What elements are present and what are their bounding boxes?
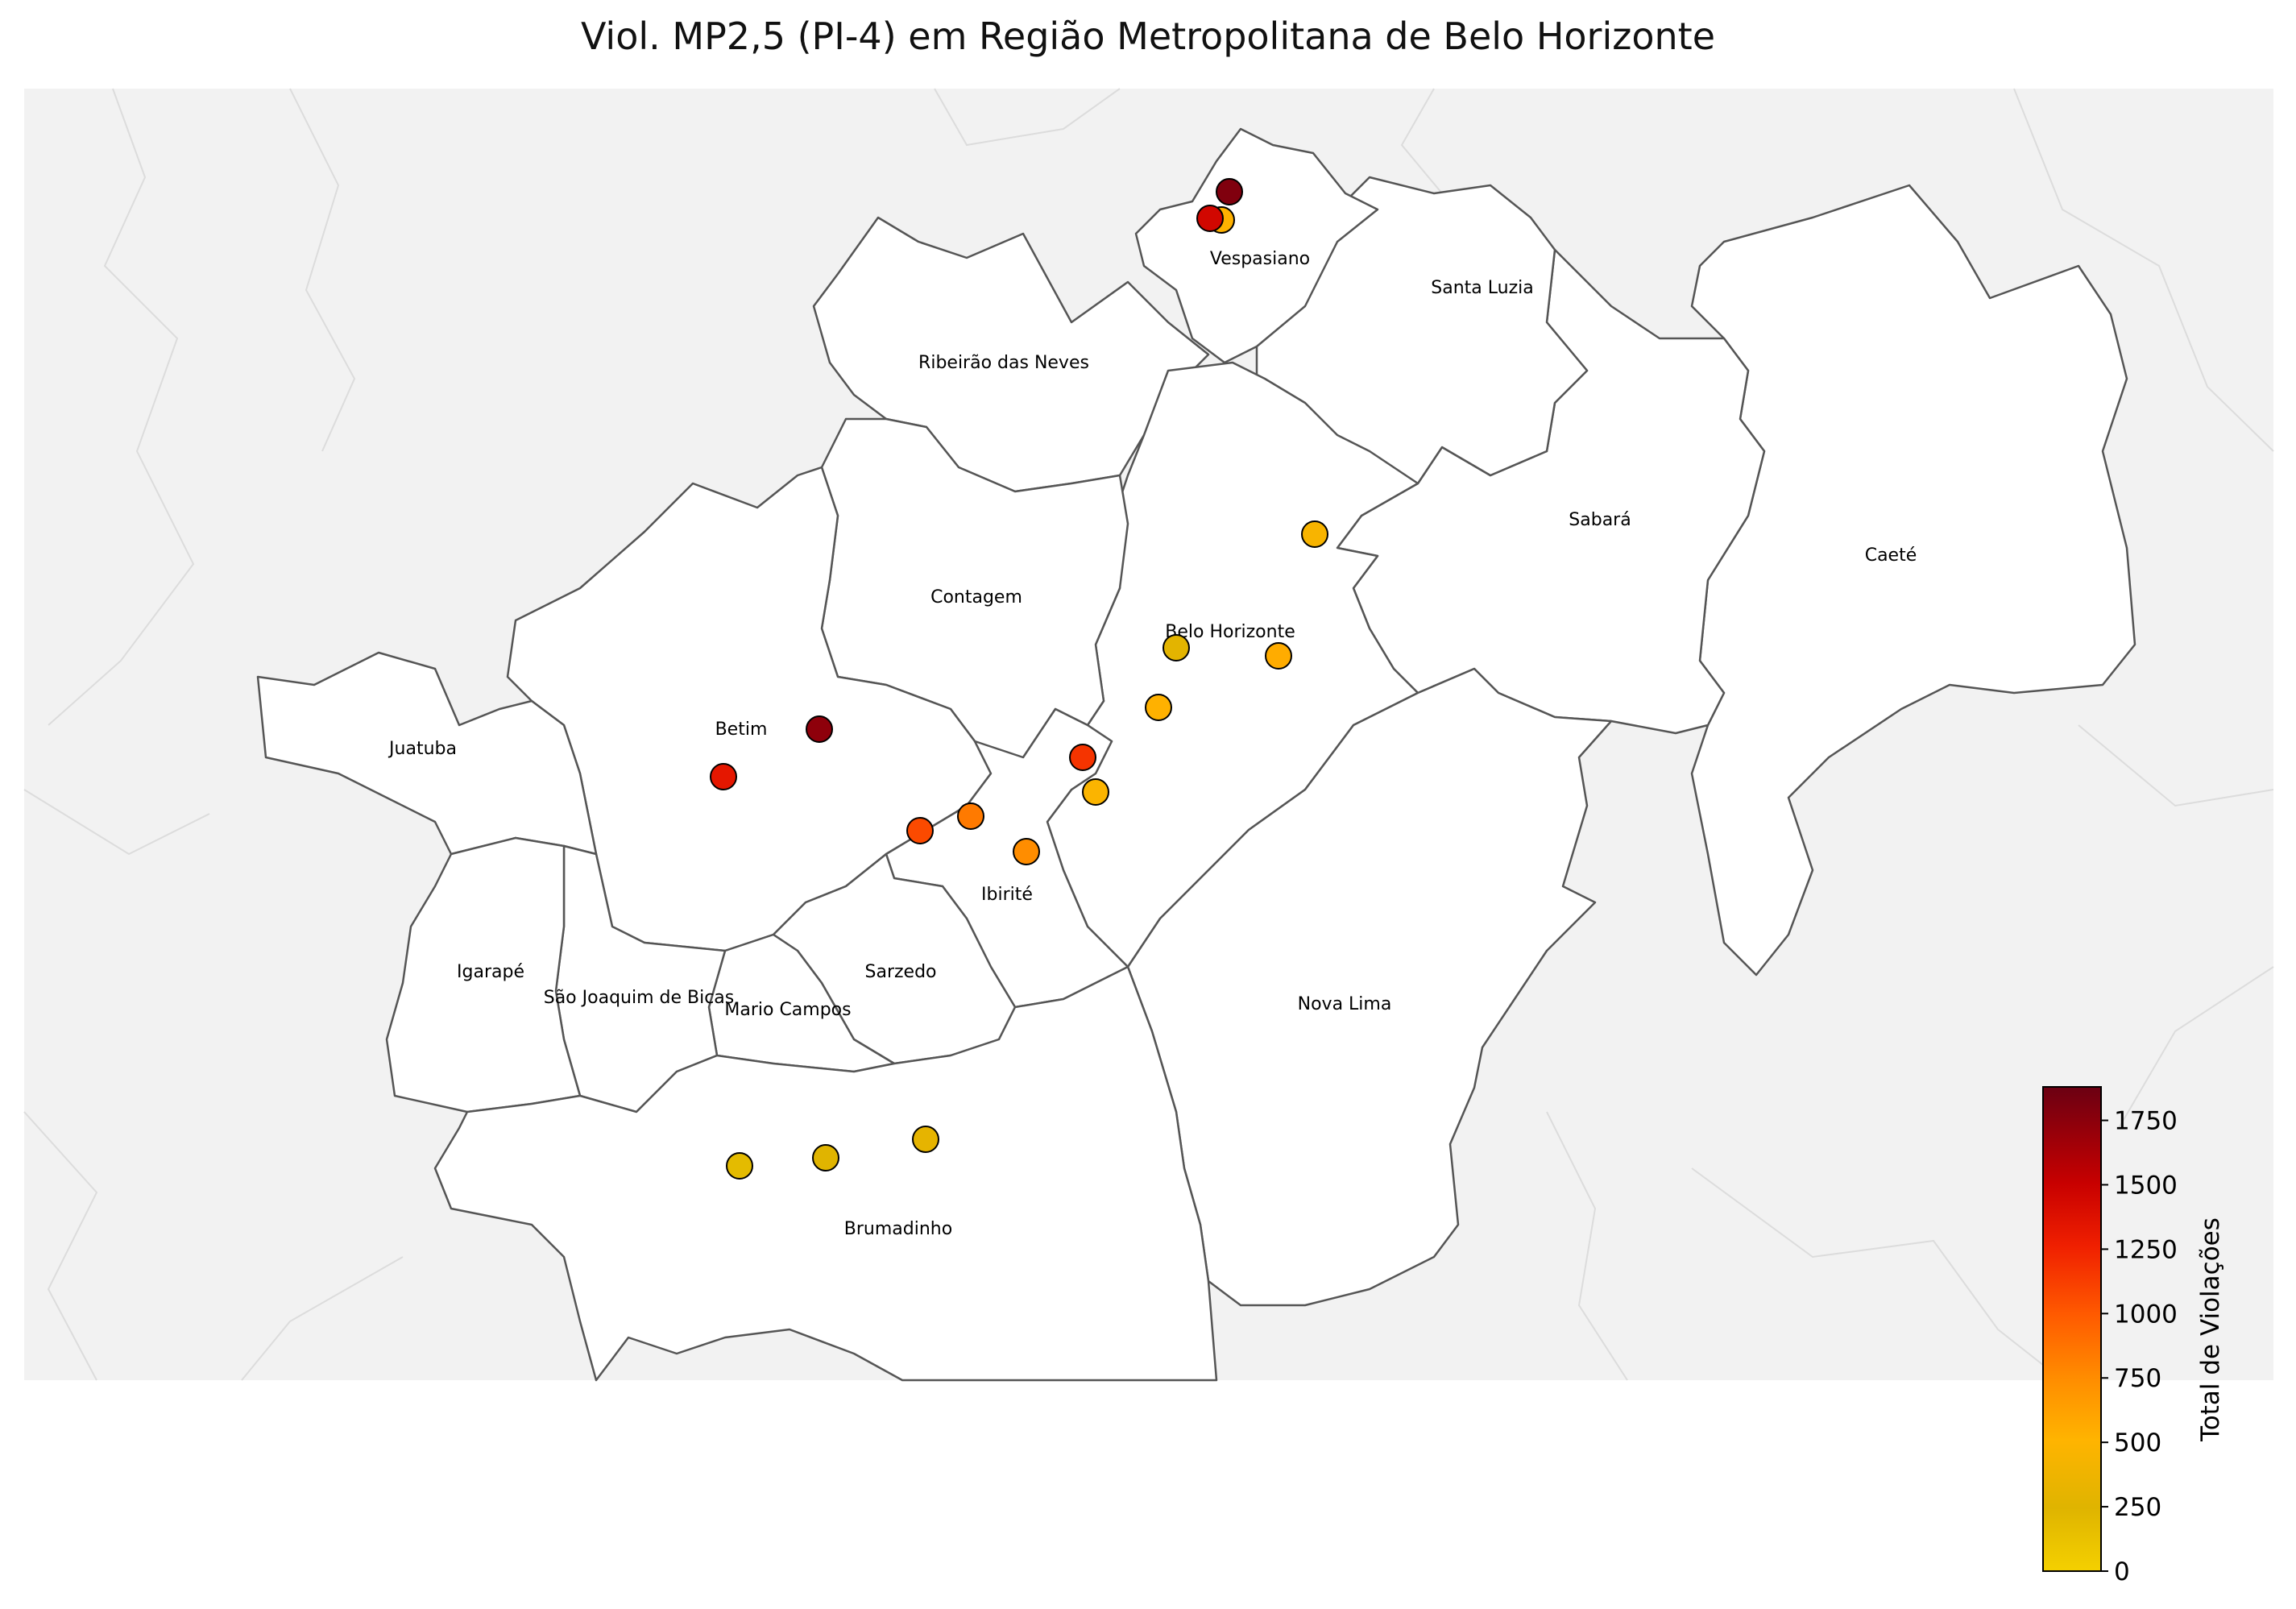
station-marker <box>1013 838 1040 865</box>
municipality-santa-luzia <box>1255 176 1589 485</box>
colorbar-tick-label: 1000 <box>2114 1300 2178 1329</box>
label-santa-luzia: Santa Luzia <box>1431 278 1533 298</box>
colorbar-gradient <box>2042 1086 2102 1572</box>
station-marker <box>1301 520 1328 548</box>
station-marker <box>1265 642 1292 670</box>
station-marker <box>957 802 984 830</box>
municipality-brumadinho <box>433 965 1218 1382</box>
label-betim: Betim <box>715 719 768 740</box>
station-marker <box>812 1144 839 1172</box>
label-brumadinho: Brumadinho <box>844 1219 952 1239</box>
label-ribeirao: Ribeirão das Neves <box>918 353 1089 373</box>
station-marker <box>1145 694 1172 721</box>
colorbar-tick-label: 750 <box>2114 1364 2161 1393</box>
colorbar-title: Total de Violações <box>2196 1217 2225 1442</box>
label-bh: Belo Horizonte <box>1165 622 1295 642</box>
label-mario-campos: Mario Campos <box>724 1000 851 1020</box>
station-marker <box>1216 178 1243 205</box>
station-marker <box>806 715 833 743</box>
label-vespasiano: Vespasiano <box>1210 249 1310 269</box>
station-marker <box>1069 744 1096 771</box>
colorbar: 0 250 500 750 1000 1250 1500 1750 Total de Viol… <box>2042 1086 2225 1586</box>
station-marker <box>1196 205 1224 232</box>
municipality-juatuba <box>256 651 598 856</box>
municipality-polygons <box>256 127 2136 1382</box>
label-sarzedo: Sarzedo <box>865 962 937 982</box>
colorbar-tick-label: 250 <box>2114 1493 2161 1522</box>
station-marker <box>912 1126 939 1153</box>
municipality-nova-lima <box>1126 667 1613 1307</box>
colorbar-tick-label: 1500 <box>2114 1171 2178 1200</box>
colorbar-tick-label: 1250 <box>2114 1235 2178 1264</box>
label-sao-joaquim: São Joaquim de Bicas <box>544 988 735 1008</box>
neighbor-borders <box>23 88 2274 1381</box>
label-ibirite: Ibirité <box>981 885 1033 905</box>
colorbar-tick-label: 0 <box>2114 1557 2130 1586</box>
colorbar-ticks: 0 250 500 750 1000 1250 1500 1750 <box>2101 1107 2178 1586</box>
label-contagem: Contagem <box>930 587 1022 608</box>
station-markers <box>710 178 1328 1180</box>
label-caete: Caeté <box>1865 545 1917 566</box>
label-igarape: Igarapé <box>457 962 524 982</box>
station-marker <box>710 763 737 790</box>
map-title: Viol. MP2,5 (PI-4) em Região Metropolita… <box>580 15 1716 58</box>
municipality-labels: Vespasiano Santa Luzia Ribeirão das Neves S… <box>388 249 1917 1239</box>
colorbar-tick-label: 1750 <box>2114 1107 2178 1136</box>
label-juatuba: Juatuba <box>388 739 457 759</box>
station-marker <box>726 1152 753 1180</box>
station-marker <box>1082 778 1109 806</box>
station-marker <box>1163 634 1190 661</box>
colorbar-tick-label: 500 <box>2114 1429 2161 1458</box>
station-marker <box>906 817 934 844</box>
label-nova-lima: Nova Lima <box>1298 994 1392 1014</box>
label-sabara: Sabará <box>1569 510 1631 530</box>
